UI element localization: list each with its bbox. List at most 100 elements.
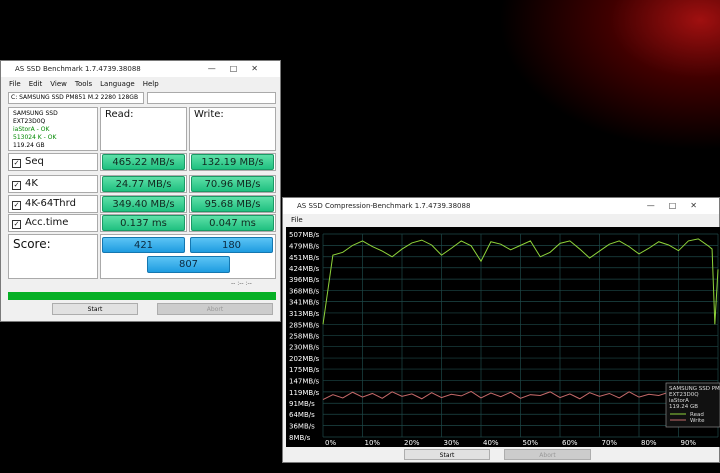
title-bar: AS SSD Compression-Benchmark 1.7.4739.38…	[283, 198, 719, 214]
y-tick-label: 341MB/s	[289, 299, 320, 307]
y-tick-label: 313MB/s	[289, 310, 320, 318]
window-controls[interactable]: —□✕	[207, 64, 272, 73]
row-label: 4K	[25, 178, 38, 189]
drive-select[interactable]: C: SAMSUNG SSD PM851 M.2 2280 128GB	[8, 92, 144, 104]
menu-item[interactable]: File	[291, 216, 303, 224]
menu-item[interactable]: Tools	[74, 80, 93, 88]
x-tick-label: 0%	[325, 439, 336, 447]
write-result: 0.047 ms	[191, 215, 274, 231]
abort-button[interactable]: Abort	[157, 303, 273, 315]
compression-graph: 8MB/s 36MB/s 64MB/s 91MB/s 119MB/s 147MB/s 175…	[286, 227, 720, 447]
read-result: 349.40 MB/s	[102, 196, 185, 212]
menu-bar: File Edit View Tools Language Help	[9, 80, 159, 88]
y-tick-label: 64MB/s	[289, 411, 315, 419]
write-header: Write:	[194, 109, 224, 120]
read-result: 0.137 ms	[102, 215, 185, 231]
y-tick-label: 175MB/s	[289, 366, 320, 374]
y-tick-label: 285MB/s	[289, 321, 320, 329]
row-label-cell: ✓ Acc.time	[8, 214, 98, 232]
write-header-cell: Write:	[189, 107, 276, 151]
y-tick-label: 36MB/s	[289, 423, 315, 431]
info-line: SAMSUNG SSD	[13, 110, 58, 117]
window-title: AS SSD Benchmark 1.7.4739.38088	[15, 65, 141, 73]
info-line: iaStorA - OK	[13, 126, 50, 133]
score-read: 421	[102, 237, 185, 253]
menu-item[interactable]: Edit	[28, 80, 43, 88]
series-line	[322, 238, 719, 325]
elapsed-time: -- :-- :--	[231, 280, 252, 287]
start-button[interactable]: Start	[404, 449, 490, 460]
legend-info: SAMSUNG SSD PM	[669, 386, 720, 392]
y-tick-label: 258MB/s	[289, 332, 320, 340]
write-result: 95.68 MB/s	[191, 196, 274, 212]
row-label-cell: ✓ 4K-64Thrd	[8, 195, 98, 213]
legend-info: EXT23D0Q	[669, 392, 699, 398]
row-label-cell: ✓ Seq	[8, 153, 98, 171]
y-tick-label: 396MB/s	[289, 276, 320, 284]
x-tick-label: 10%	[365, 439, 381, 447]
text-box[interactable]	[147, 92, 276, 104]
compression-window: AS SSD Compression-Benchmark 1.7.4739.38…	[282, 197, 720, 463]
x-tick-label: 80%	[641, 439, 657, 447]
y-tick-label: 91MB/s	[289, 400, 315, 408]
y-tick-label: 230MB/s	[289, 344, 320, 352]
row-label: Seq	[25, 156, 44, 167]
menu-item[interactable]: Help	[142, 80, 159, 88]
menu-bar: File	[291, 216, 303, 224]
y-tick-label: 147MB/s	[289, 377, 320, 385]
progress-bar	[8, 292, 276, 300]
legend-label: Read	[690, 412, 704, 418]
menu-item[interactable]: File	[9, 80, 21, 88]
abort-button[interactable]: Abort	[504, 449, 591, 460]
score-label: Score:	[13, 237, 51, 251]
start-button[interactable]: Start	[52, 303, 138, 315]
x-tick-label: 20%	[404, 439, 420, 447]
x-tick-label: 30%	[444, 439, 460, 447]
y-tick-label: 451MB/s	[289, 254, 320, 262]
y-tick-label: 8MB/s	[289, 434, 311, 442]
graph-background	[286, 227, 720, 447]
write-result: 70.96 MB/s	[191, 176, 274, 192]
read-result: 465.22 MB/s	[102, 154, 185, 170]
legend-info: iaStorA	[669, 398, 689, 404]
y-tick-label: 479MB/s	[289, 242, 320, 250]
score-total: 807	[147, 256, 230, 273]
x-tick-label: 90%	[681, 439, 697, 447]
info-line: 513024 K - OK	[13, 134, 57, 141]
read-result: 24.77 MB/s	[102, 176, 185, 192]
info-line: EXT23D0Q	[13, 118, 46, 125]
read-header-cell: Read:	[100, 107, 187, 151]
drive-info: SAMSUNG SSD EXT23D0Q iaStorA - OK 513024…	[8, 107, 98, 151]
row-label: Acc.time	[25, 217, 69, 228]
checkbox[interactable]: ✓	[12, 220, 21, 229]
info-line: 119.24 GB	[13, 142, 45, 149]
row-label-cell: ✓ 4K	[8, 175, 98, 193]
x-tick-label: 70%	[602, 439, 618, 447]
window-controls[interactable]: —□✕	[646, 201, 711, 210]
score-label-cell: Score:	[8, 234, 98, 279]
benchmark-window: AS SSD Benchmark 1.7.4739.38088 —□✕ File…	[0, 60, 281, 322]
y-tick-label: 507MB/s	[289, 231, 320, 239]
y-tick-label: 202MB/s	[289, 355, 320, 363]
checkbox[interactable]: ✓	[12, 159, 21, 168]
drive-name: C: SAMSUNG SSD PM851 M.2 2280 128GB	[11, 94, 139, 101]
x-tick-label: 40%	[483, 439, 499, 447]
x-tick-label: 60%	[562, 439, 578, 447]
menu-item[interactable]: View	[50, 80, 67, 88]
legend-info: 119.24 GB	[669, 404, 698, 410]
menu-item[interactable]: Language	[100, 80, 135, 88]
x-tick-label: 50%	[523, 439, 539, 447]
window-title: AS SSD Compression-Benchmark 1.7.4739.38…	[297, 202, 471, 210]
score-write: 180	[190, 237, 273, 253]
y-tick-label: 424MB/s	[289, 265, 320, 273]
write-result: 132.19 MB/s	[191, 154, 274, 170]
read-header: Read:	[105, 109, 134, 120]
y-tick-label: 119MB/s	[289, 389, 320, 397]
checkbox[interactable]: ✓	[12, 181, 21, 190]
checkbox[interactable]: ✓	[12, 201, 21, 210]
legend-label: Write	[690, 418, 705, 424]
y-tick-label: 368MB/s	[289, 288, 320, 296]
title-bar: AS SSD Benchmark 1.7.4739.38088 —□✕	[1, 61, 280, 77]
row-label: 4K-64Thrd	[25, 198, 76, 209]
